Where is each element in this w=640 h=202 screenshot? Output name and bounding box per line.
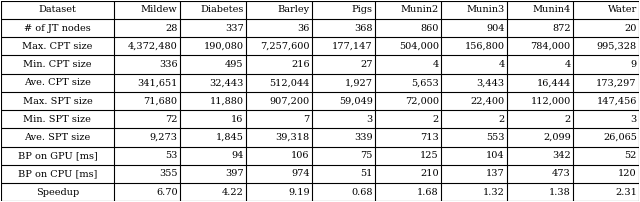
Text: 7,257,600: 7,257,600 <box>260 42 310 51</box>
Text: 51: 51 <box>360 169 372 178</box>
Text: 9.19: 9.19 <box>288 188 310 197</box>
Text: 210: 210 <box>420 169 438 178</box>
Text: Ave. SPT size: Ave. SPT size <box>24 133 90 142</box>
Text: 104: 104 <box>486 151 505 160</box>
Text: 4.22: 4.22 <box>221 188 244 197</box>
Text: 473: 473 <box>552 169 571 178</box>
Text: 1.38: 1.38 <box>549 188 571 197</box>
Text: Speedup: Speedup <box>36 188 79 197</box>
Text: 860: 860 <box>420 24 438 33</box>
Text: 2,099: 2,099 <box>543 133 571 142</box>
Text: Dataset: Dataset <box>38 5 76 14</box>
Text: 59,049: 59,049 <box>339 97 372 105</box>
Text: BP on GPU [ms]: BP on GPU [ms] <box>17 151 97 160</box>
Text: # of JT nodes: # of JT nodes <box>24 24 91 33</box>
Text: 713: 713 <box>420 133 438 142</box>
Text: 995,328: 995,328 <box>596 42 637 51</box>
Text: 16,444: 16,444 <box>536 78 571 87</box>
Text: Pigs: Pigs <box>352 5 372 14</box>
Text: Min. CPT size: Min. CPT size <box>23 60 92 69</box>
Text: 355: 355 <box>159 169 177 178</box>
Text: 216: 216 <box>291 60 310 69</box>
Text: 5,653: 5,653 <box>411 78 438 87</box>
Text: 3,443: 3,443 <box>477 78 505 87</box>
Text: 784,000: 784,000 <box>531 42 571 51</box>
Text: Mildew: Mildew <box>141 5 177 14</box>
Text: 120: 120 <box>618 169 637 178</box>
Text: 504,000: 504,000 <box>399 42 438 51</box>
Text: 3: 3 <box>630 115 637 124</box>
Text: 907,200: 907,200 <box>269 97 310 105</box>
Text: Barley: Barley <box>277 5 310 14</box>
Text: 94: 94 <box>231 151 244 160</box>
Text: 106: 106 <box>291 151 310 160</box>
Text: Min. SPT size: Min. SPT size <box>24 115 92 124</box>
Text: 2: 2 <box>499 115 505 124</box>
Text: 4: 4 <box>499 60 505 69</box>
Text: 36: 36 <box>297 24 310 33</box>
Text: 1,927: 1,927 <box>345 78 372 87</box>
Text: 177,147: 177,147 <box>332 42 372 51</box>
Text: 22,400: 22,400 <box>470 97 505 105</box>
Text: Max. SPT size: Max. SPT size <box>22 97 92 105</box>
Text: 71,680: 71,680 <box>143 97 177 105</box>
Text: 341,651: 341,651 <box>137 78 177 87</box>
Text: 2.31: 2.31 <box>615 188 637 197</box>
Text: Munin2: Munin2 <box>401 5 438 14</box>
Text: 1.68: 1.68 <box>417 188 438 197</box>
Text: 9,273: 9,273 <box>150 133 177 142</box>
Text: 26,065: 26,065 <box>603 133 637 142</box>
Text: 137: 137 <box>486 169 505 178</box>
Text: 125: 125 <box>420 151 438 160</box>
Text: 2: 2 <box>433 115 438 124</box>
Text: 75: 75 <box>360 151 372 160</box>
Text: 2: 2 <box>564 115 571 124</box>
Text: 974: 974 <box>291 169 310 178</box>
Text: 32,443: 32,443 <box>209 78 244 87</box>
Text: 11,880: 11,880 <box>209 97 244 105</box>
Text: Munin3: Munin3 <box>467 5 505 14</box>
Text: Water: Water <box>607 5 637 14</box>
Text: 1.32: 1.32 <box>483 188 505 197</box>
Text: 1,845: 1,845 <box>216 133 244 142</box>
Text: 336: 336 <box>159 60 177 69</box>
Text: 112,000: 112,000 <box>531 97 571 105</box>
Text: Max. CPT size: Max. CPT size <box>22 42 93 51</box>
Text: 4: 4 <box>433 60 438 69</box>
Text: 342: 342 <box>552 151 571 160</box>
Text: 397: 397 <box>225 169 244 178</box>
Text: 7: 7 <box>303 115 310 124</box>
Text: 72: 72 <box>165 115 177 124</box>
Text: 368: 368 <box>354 24 372 33</box>
Text: 904: 904 <box>486 24 505 33</box>
Text: 156,800: 156,800 <box>465 42 505 51</box>
Text: 72,000: 72,000 <box>404 97 438 105</box>
Text: 39,318: 39,318 <box>275 133 310 142</box>
Text: Diabetes: Diabetes <box>200 5 244 14</box>
Text: 9: 9 <box>630 60 637 69</box>
Text: 52: 52 <box>625 151 637 160</box>
Text: Munin4: Munin4 <box>532 5 571 14</box>
Text: 53: 53 <box>165 151 177 160</box>
Text: 495: 495 <box>225 60 244 69</box>
Text: 553: 553 <box>486 133 505 142</box>
Text: 16: 16 <box>231 115 244 124</box>
Text: 4: 4 <box>564 60 571 69</box>
Text: 872: 872 <box>552 24 571 33</box>
Text: 28: 28 <box>165 24 177 33</box>
Text: 147,456: 147,456 <box>596 97 637 105</box>
Text: 4,372,480: 4,372,480 <box>128 42 177 51</box>
Text: 6.70: 6.70 <box>156 188 177 197</box>
Text: 173,297: 173,297 <box>596 78 637 87</box>
Text: 3: 3 <box>367 115 372 124</box>
Text: 337: 337 <box>225 24 244 33</box>
Text: 190,080: 190,080 <box>204 42 244 51</box>
Text: Ave. CPT size: Ave. CPT size <box>24 78 91 87</box>
Text: BP on CPU [ms]: BP on CPU [ms] <box>18 169 97 178</box>
Text: 27: 27 <box>360 60 372 69</box>
Text: 339: 339 <box>354 133 372 142</box>
Text: 512,044: 512,044 <box>269 78 310 87</box>
Text: 0.68: 0.68 <box>351 188 372 197</box>
Text: 20: 20 <box>625 24 637 33</box>
